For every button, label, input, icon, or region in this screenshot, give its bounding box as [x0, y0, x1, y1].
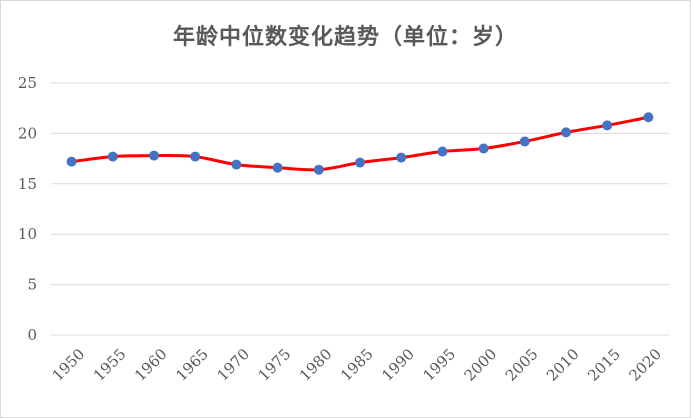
data-point-1995	[437, 146, 448, 157]
x-tick-label: 1960	[131, 345, 171, 385]
data-point-1955	[107, 151, 118, 162]
x-axis-tick-labels: 1950 1955 1960 1965 1970 1975 1980 1985 1990 1995…	[49, 345, 666, 385]
data-point-2020	[643, 112, 654, 123]
x-tick-label: 2020	[625, 345, 665, 385]
data-point-2005	[519, 136, 530, 147]
x-tick-label: 2015	[584, 345, 624, 385]
x-tick-label: 1990	[378, 345, 418, 385]
y-tick-label: 0	[27, 326, 37, 344]
data-point-1960	[149, 150, 159, 161]
x-tick-label: 2010	[543, 345, 583, 385]
data-point-1975	[272, 162, 283, 173]
data-point-2010	[561, 127, 571, 138]
y-tick-label: 5	[27, 276, 37, 294]
y-axis-tick-labels: 0 5 10 15 20 25	[18, 74, 37, 344]
series-markers	[66, 112, 654, 175]
data-point-2015	[602, 120, 613, 131]
x-tick-label: 1995	[419, 345, 459, 385]
x-tick-label: 1965	[172, 345, 212, 385]
y-tick-label: 25	[18, 74, 37, 92]
data-point-1965	[190, 151, 201, 162]
gridlines	[51, 82, 669, 336]
x-tick-label: 1950	[49, 345, 89, 385]
data-point-1950	[66, 156, 77, 167]
chart-title: 年龄中位数变化趋势（单位：岁）	[172, 24, 518, 50]
y-tick-label: 15	[18, 175, 37, 193]
x-tick-label: 1980	[296, 345, 336, 385]
data-point-1970	[231, 159, 242, 170]
x-tick-label: 1970	[213, 345, 253, 385]
x-tick-label: 2005	[502, 345, 542, 385]
x-tick-label: 1975	[255, 345, 295, 385]
x-tick-label: 1955	[90, 345, 130, 385]
data-point-1985	[355, 157, 365, 168]
data-point-1980	[313, 164, 324, 175]
y-tick-label: 20	[18, 124, 37, 142]
data-point-2000	[478, 143, 489, 154]
y-tick-label: 10	[18, 225, 37, 243]
x-tick-label: 1985	[337, 345, 377, 385]
data-point-1990	[396, 152, 407, 163]
x-tick-label: 2000	[461, 345, 501, 385]
